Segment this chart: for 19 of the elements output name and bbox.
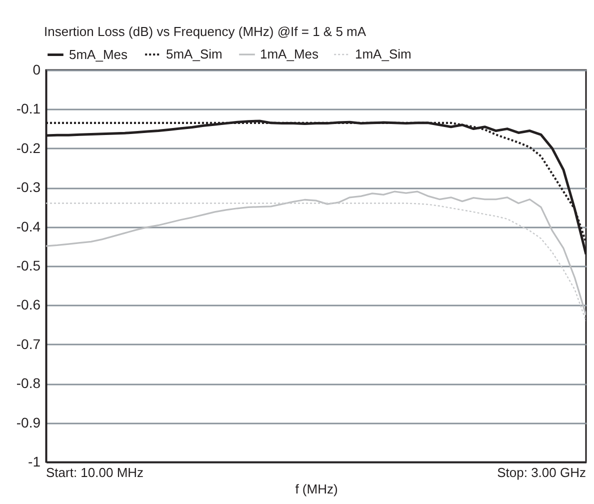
y-tick-label: -0.3 <box>16 179 41 196</box>
y-tick-label: -0.7 <box>16 336 41 352</box>
y-tick-label: -0.1 <box>16 100 41 117</box>
legend-label: 5mA_Mes <box>69 46 128 62</box>
chart-title: Insertion Loss (dB) vs Frequency (MHz) @If = 1 & 5 mA <box>44 24 366 39</box>
y-tick-label: -0.9 <box>16 414 41 430</box>
y-tick-label: -0.8 <box>16 375 41 392</box>
y-tick-label: -0.5 <box>16 258 41 274</box>
y-tick-label: -0.2 <box>16 140 41 156</box>
text: Stop: 3.00 GHz <box>497 465 586 480</box>
x-axis-title: f (MHz) <box>295 482 338 496</box>
y-tick-label: -0.6 <box>16 296 41 313</box>
y-tick-label: 0 <box>32 62 41 78</box>
y-tick-label: -0.4 <box>16 218 41 234</box>
text: Start: 10.00 MHz <box>46 465 144 480</box>
legend-label: 1mA_Sim <box>355 46 412 62</box>
legend-label: 1mA_Mes <box>260 46 320 62</box>
y-tick-label: -1 <box>28 454 41 470</box>
legend-label: 5mA_Sim <box>166 46 222 62</box>
